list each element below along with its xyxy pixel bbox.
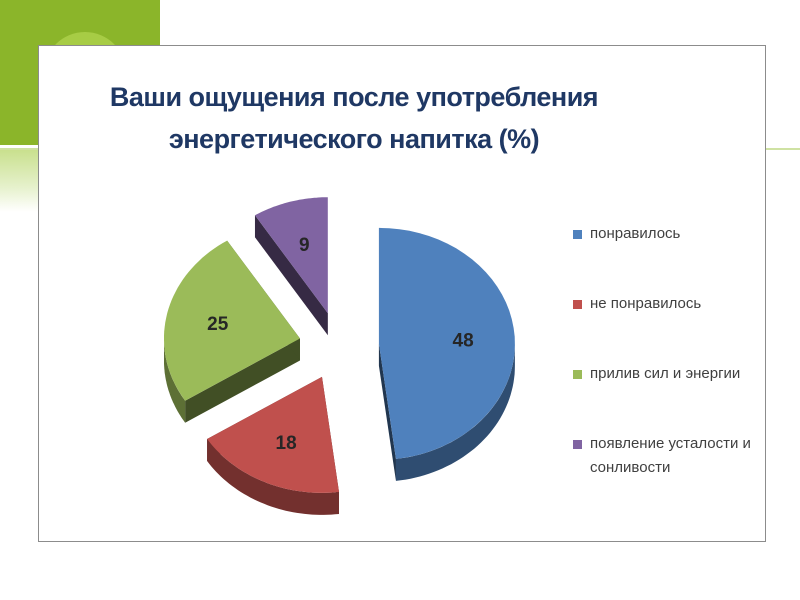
pie-radial-face-liked-1 bbox=[378, 343, 396, 481]
legend-swatch-fatigue bbox=[573, 440, 582, 449]
pie-slice-liked bbox=[378, 227, 515, 459]
data-label-fatigue: 9 bbox=[299, 235, 310, 256]
data-label-liked: 48 bbox=[453, 330, 474, 351]
legend-swatch-disliked bbox=[573, 300, 582, 309]
pie-radial-face-fatigue-0 bbox=[254, 215, 328, 336]
legend-item-disliked: не понравилось bbox=[573, 292, 701, 316]
pie-chart: 48 18 25 9 bbox=[164, 197, 515, 515]
pie-slice-energy-boost bbox=[164, 240, 300, 401]
legend-item-energy-boost: прилив сил и энергии bbox=[573, 362, 740, 386]
chart-title-line-2: энергетического напитка (%) bbox=[168, 124, 540, 154]
legend-label-disliked: не понравилось bbox=[590, 295, 702, 312]
legend-label-fatigue: появление усталости и сонливости bbox=[590, 435, 751, 476]
legend-label-liked: понравилось bbox=[590, 225, 681, 242]
legend-label-energy-boost: прилив сил и энергии bbox=[590, 365, 741, 382]
pie-wall-energy-boost bbox=[164, 338, 186, 423]
data-label-disliked: 18 bbox=[276, 433, 297, 454]
legend-item-liked: понравилось bbox=[573, 222, 680, 246]
data-label-energy-boost: 25 bbox=[207, 314, 229, 335]
pie-slice-disliked bbox=[207, 376, 339, 493]
legend-swatch-liked bbox=[573, 230, 582, 239]
pie-wall-disliked bbox=[207, 439, 339, 515]
pie-radial-face-energy-boost-0 bbox=[185, 338, 300, 423]
pie-wall-liked bbox=[396, 343, 515, 481]
pie-tops: 48 18 25 9 bbox=[164, 197, 515, 493]
chart-title-line-1: Ваши ощущения после употребления bbox=[109, 82, 599, 112]
decor-green-band bbox=[0, 150, 42, 212]
legend-item-fatigue: появление усталости и сонливости bbox=[573, 432, 780, 480]
pie-slice-fatigue bbox=[255, 197, 328, 314]
chart-title: Ваши ощущения после употребления энергет… bbox=[99, 76, 609, 160]
chart-frame: Ваши ощущения после употребления энергет… bbox=[38, 45, 766, 542]
legend-swatch-energy-boost bbox=[573, 370, 582, 379]
